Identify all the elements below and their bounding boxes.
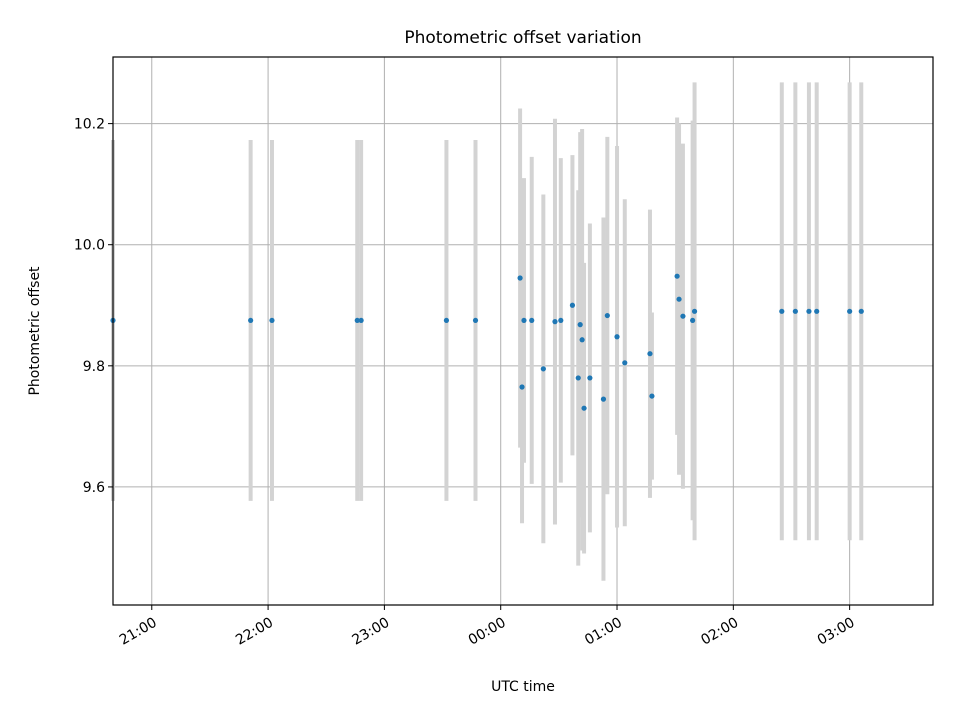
data-point <box>517 275 523 281</box>
y-axis-label: Photometric offset <box>27 266 43 396</box>
data-point <box>806 308 812 314</box>
y-tick-label: 10.2 <box>74 117 105 133</box>
data-point <box>649 393 655 399</box>
data-point <box>587 375 593 381</box>
data-point <box>792 308 798 314</box>
data-point <box>680 313 686 319</box>
data-point <box>354 317 360 324</box>
y-tick-label: 9.6 <box>83 480 105 496</box>
data-point <box>472 317 479 324</box>
data-point <box>248 317 254 324</box>
data-point <box>577 322 583 328</box>
data-point <box>579 337 585 343</box>
data-point <box>691 308 698 314</box>
data-point <box>604 312 610 319</box>
y-axis-ticks: 9.6 9.8 10.0 10.2 <box>74 117 113 496</box>
data-point <box>519 384 525 390</box>
plot-frame <box>112 56 934 606</box>
data-point <box>600 396 607 402</box>
data-point <box>540 366 546 372</box>
data-point <box>779 308 785 314</box>
data-point <box>529 317 535 324</box>
data-point <box>858 308 864 314</box>
data-point <box>622 360 628 366</box>
data-point <box>814 308 820 314</box>
data-point <box>521 317 527 324</box>
y-tick-label: 9.8 <box>83 359 105 375</box>
data-point <box>676 296 682 302</box>
data-point <box>552 319 558 325</box>
data-point <box>443 317 450 324</box>
data-point <box>358 317 364 324</box>
x-axis-label: UTC time <box>491 679 555 695</box>
data-points <box>110 273 864 411</box>
data-point <box>647 351 653 357</box>
data-point <box>690 317 696 324</box>
data-point <box>847 308 853 314</box>
data-point <box>558 317 564 324</box>
data-point <box>569 302 576 308</box>
data-point <box>581 405 587 411</box>
data-point <box>269 317 275 324</box>
chart-title: Photometric offset variation <box>404 28 641 48</box>
data-point <box>614 334 620 340</box>
y-tick-label: 10.0 <box>74 238 105 254</box>
data-point <box>575 375 581 381</box>
data-point <box>674 273 680 279</box>
